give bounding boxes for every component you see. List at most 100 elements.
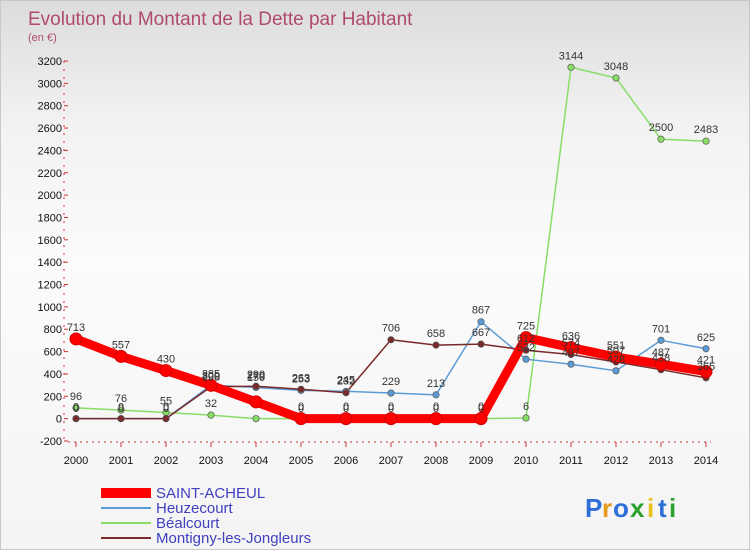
logo-letter: r [602,493,613,523]
data-label: 658 [427,328,445,340]
data-label: 867 [472,305,490,317]
y-tick-label: 2000 [38,190,62,202]
data-point [249,395,263,409]
data-label: 725 [517,321,535,333]
y-tick-label: 200 [44,391,62,403]
data-point [384,412,398,426]
series-points [69,63,713,426]
x-tick-label: 2003 [199,455,223,467]
data-point [162,415,170,423]
x-tick-label: 2002 [154,455,178,467]
legend-label: SAINT-ACHEUL [156,485,265,502]
legend: SAINT-ACHEULHeuzecourtBéalcourtMontigny-… [101,485,311,547]
x-tick-label: 2000 [64,455,88,467]
data-label: 298 [202,371,220,383]
logo-letter: t [658,493,668,523]
data-point [159,364,173,378]
data-point [387,336,395,344]
y-tick-label: 2400 [38,145,62,157]
data-label: 430 [157,354,175,366]
data-point [477,340,485,348]
data-label: 0 [478,401,484,413]
data-label: 0 [388,401,394,413]
y-tick-label: 1000 [38,302,62,314]
data-label: 507 [607,345,625,357]
data-point [567,63,575,71]
chart-title: Evolution du Montant de la Dette par Hab… [28,9,413,30]
data-label: 3048 [604,61,628,73]
data-label: 3144 [559,50,583,62]
data-label: 55 [160,396,172,408]
data-label: 2483 [694,124,718,136]
logo-letter: x [630,493,645,523]
data-point [252,382,260,390]
data-label: 229 [382,376,400,388]
y-tick-label: 3000 [38,78,62,90]
data-point [252,415,260,423]
data-label: 532 [517,342,535,354]
y-tick-label: 1600 [38,235,62,247]
data-label: 96 [70,391,82,403]
data-label: 701 [652,323,670,335]
data-point [702,345,710,353]
y-tick-label: 1200 [38,280,62,292]
data-point [387,389,395,397]
data-label: 0 [163,403,169,415]
data-label: 0 [73,403,79,415]
data-label: 438 [652,353,670,365]
data-point [477,318,485,326]
data-point [117,406,125,414]
data-label: 428 [607,354,625,366]
data-point [522,355,530,363]
logo-letter: i [647,493,655,523]
data-point [297,385,305,393]
data-label: 245 [337,374,355,386]
data-label: 667 [472,327,490,339]
data-label: 487 [562,347,580,359]
data-point [657,336,665,344]
x-tick-label: 2005 [289,455,313,467]
data-label: 0 [163,402,169,414]
x-tick-label: 2007 [379,455,403,467]
x-tick-label: 2008 [424,455,448,467]
data-label: 0 [478,403,484,415]
proxiti-logo: Pr o x i t i [585,493,676,523]
x-tick-label: 2009 [469,455,493,467]
data-point [339,412,353,426]
data-label: 574 [562,337,580,349]
logo-letter: o [613,493,630,523]
data-label: 76 [115,393,127,405]
data-label: 285 [202,369,220,381]
y-tick-label: 800 [44,324,62,336]
data-label: 0 [433,403,439,415]
y-tick-label: 1400 [38,257,62,269]
data-label: 0 [388,403,394,415]
data-label: 706 [382,323,400,335]
data-label: 0 [343,403,349,415]
data-label: 551 [607,340,625,352]
data-label: 636 [562,331,580,343]
x-tick-label: 2013 [649,455,673,467]
data-point [117,415,125,423]
data-point [432,391,440,399]
data-point [342,389,350,397]
data-label: 150 [247,372,265,384]
data-label: 557 [112,339,130,351]
data-label: 2500 [649,122,673,134]
y-tick-label: 400 [44,369,62,381]
data-label: 0 [298,403,304,415]
x-tick-label: 2011 [559,455,583,467]
x-tick-label: 2001 [109,455,133,467]
axes: -200020040060080010001200140016001800200… [38,56,719,467]
data-label: 32 [205,398,217,410]
data-label: 612 [517,333,535,345]
data-label: 290 [247,369,265,381]
data-label: 0 [73,402,79,414]
chart-subtitle: (en €) [28,32,57,44]
data-point [612,74,620,82]
data-point [72,415,80,423]
data-point [612,367,620,375]
data-point [654,357,668,371]
data-label: 487 [652,347,670,359]
y-tick-label: 1800 [38,212,62,224]
